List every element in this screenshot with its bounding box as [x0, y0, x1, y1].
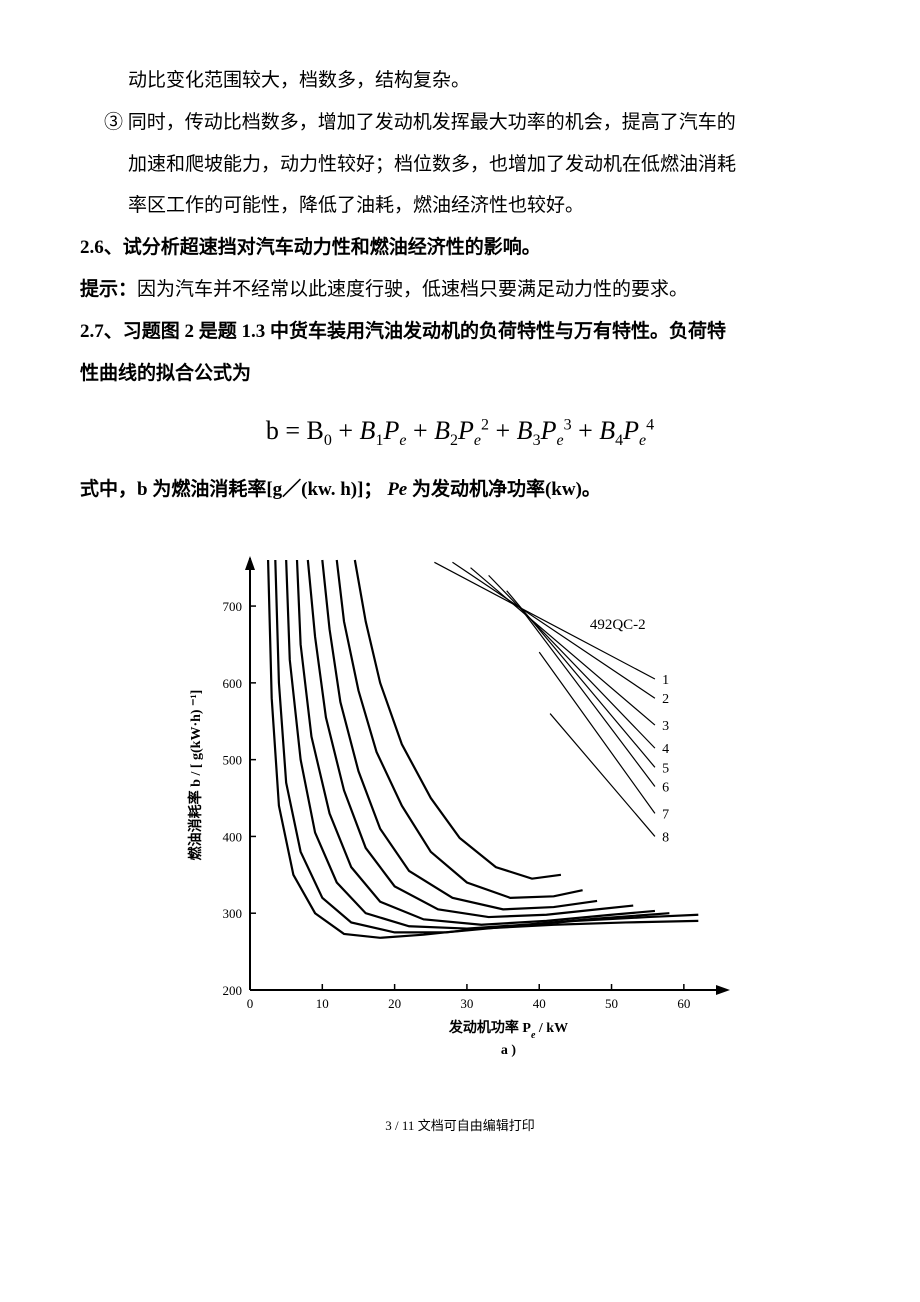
svg-text:7: 7: [662, 808, 669, 823]
caption-pe: Pe: [387, 479, 407, 500]
svg-text:5: 5: [662, 762, 669, 777]
body-line-2: ③ 同时，传动比档数多，增加了发动机发挥最大功率的机会，提高了汽车的: [80, 102, 840, 144]
formula-pe4: P: [623, 416, 639, 445]
svg-text:3: 3: [662, 719, 669, 734]
body-line-1: 动比变化范围较大，档数多，结构复杂。: [80, 60, 840, 102]
question-2-6-hint: 提示：因为汽车并不经常以此速度行驶，低速档只要满足动力性的要求。: [80, 269, 840, 311]
footer-total: 11: [402, 1118, 415, 1133]
formula-pe1: P: [383, 416, 399, 445]
svg-text:492QC-2: 492QC-2: [590, 617, 646, 633]
formula-pe4-sup: 4: [646, 417, 654, 434]
svg-text:2: 2: [662, 693, 669, 708]
formula-b3: B: [517, 416, 533, 445]
svg-text:0: 0: [247, 996, 254, 1011]
svg-text:200: 200: [223, 983, 243, 998]
body-line-4: 率区工作的可能性，降低了油耗，燃油经济性也较好。: [80, 185, 840, 227]
page-footer: 3 / 11 文档可自由编辑打印: [80, 1115, 840, 1134]
question-2-7-heading-line1: 2.7、习题图 2 是题 1.3 中货车装用汽油发动机的负荷特性与万有特性。负荷…: [80, 311, 840, 353]
formula-b4-sub: 4: [615, 433, 623, 450]
body-line-3: 加速和爬坡能力，动力性较好；档位数多，也增加了发动机在低燃油消耗: [80, 144, 840, 186]
svg-text:700: 700: [223, 599, 243, 614]
svg-text:6: 6: [662, 781, 669, 796]
hint-label: 提示：: [80, 279, 137, 300]
formula-plus-3: +: [489, 416, 517, 445]
svg-text:燃油消耗率 b / [ g(kW·h) ⁻¹]: 燃油消耗率 b / [ g(kW·h) ⁻¹]: [187, 690, 204, 861]
formula-pe2-sup: 2: [481, 417, 489, 434]
formula-pe3-sup: 3: [564, 417, 572, 434]
svg-text:40: 40: [533, 996, 546, 1011]
caption-pre: 式中，b 为燃油消耗率[g／(kw. h)]；: [80, 479, 382, 500]
svg-text:600: 600: [223, 676, 243, 691]
formula-b3-sub: 3: [533, 433, 541, 450]
formula-b0-sub: 0: [324, 433, 332, 450]
formula-pe3-sub: e: [556, 433, 563, 450]
formula-lhs: b = B: [266, 416, 324, 445]
formula-plus-2: +: [406, 416, 434, 445]
formula-b2: B: [434, 416, 450, 445]
footer-sep: /: [392, 1118, 402, 1133]
formula-pe2: P: [458, 416, 474, 445]
caption-post: 为发动机净功率(kw)。: [412, 479, 601, 500]
svg-text:4: 4: [662, 742, 669, 757]
svg-text:500: 500: [223, 753, 243, 768]
formula-plus-4: +: [572, 416, 600, 445]
question-2-7-heading-line2: 性曲线的拟合公式为: [80, 353, 840, 395]
svg-text:20: 20: [388, 996, 401, 1011]
formula-b2-sub: 2: [450, 433, 458, 450]
page: 动比变化范围较大，档数多，结构复杂。 ③ 同时，传动比档数多，增加了发动机发挥最…: [0, 0, 920, 1174]
footer-note: 文档可自由编辑打印: [414, 1118, 534, 1133]
formula-caption: 式中，b 为燃油消耗率[g／(kw. h)]； Pe 为发动机净功率(kw)。: [80, 469, 840, 511]
svg-text:60: 60: [677, 996, 690, 1011]
formula-pe2-sub: e: [474, 433, 481, 450]
load-characteristic-chart: 0 10 20 30 40 50 60 200 300 400 500 600 700 1 2 3 4 5 6 7 8 4…: [180, 550, 740, 1070]
formula: b = B0 + B1Pe + B2Pe2 + B3Pe3 + B4Pe4: [80, 416, 840, 450]
chart-container: 0 10 20 30 40 50 60 200 300 400 500 600 700 1 2 3 4 5 6 7 8 4…: [180, 550, 740, 1075]
svg-text:50: 50: [605, 996, 618, 1011]
question-2-6-heading: 2.6、试分析超速挡对汽车动力性和燃油经济性的影响。: [80, 227, 840, 269]
formula-b1: B: [360, 416, 376, 445]
svg-text:1: 1: [662, 673, 669, 688]
svg-text:400: 400: [223, 830, 243, 845]
svg-text:300: 300: [223, 907, 243, 922]
formula-pe4-sub: e: [639, 433, 646, 450]
svg-text:a ): a ): [501, 1043, 517, 1058]
formula-pe3: P: [541, 416, 557, 445]
formula-plus-1: +: [332, 416, 360, 445]
formula-b4: B: [599, 416, 615, 445]
hint-text: 因为汽车并不经常以此速度行驶，低速档只要满足动力性的要求。: [137, 279, 688, 300]
svg-text:8: 8: [662, 831, 669, 846]
svg-text:30: 30: [460, 996, 473, 1011]
svg-text:10: 10: [316, 996, 329, 1011]
svg-text:发动机功率 Pe / kW: 发动机功率 Pe / kW: [448, 1019, 568, 1041]
